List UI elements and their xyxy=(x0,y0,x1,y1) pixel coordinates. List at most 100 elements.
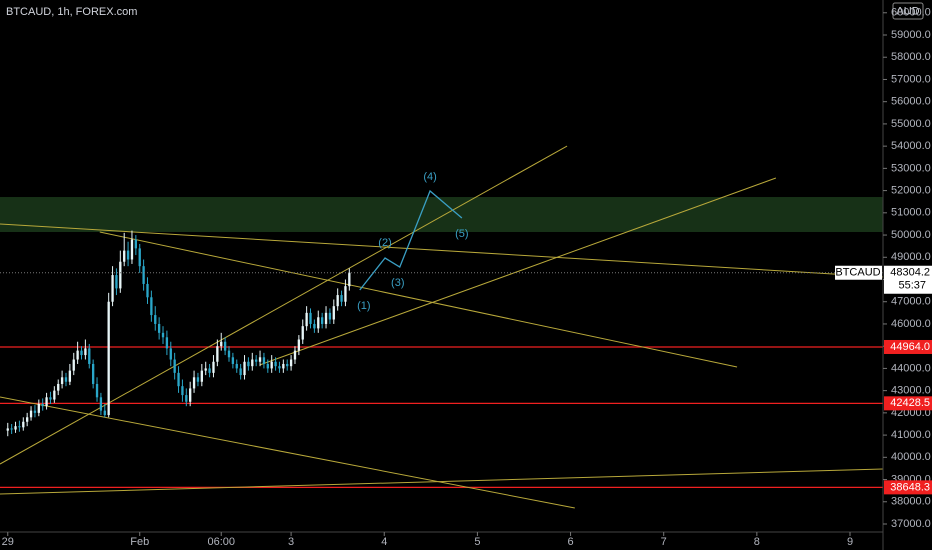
x-tick-label: 8 xyxy=(754,536,760,548)
level-label: 42428.5 xyxy=(890,397,930,409)
currency-label: AUD xyxy=(896,5,919,17)
candle-body xyxy=(91,363,95,384)
candle-body xyxy=(258,357,262,362)
currency-box[interactable] xyxy=(892,2,924,20)
candle-body xyxy=(126,250,130,260)
candle-body xyxy=(14,426,17,430)
candle-body xyxy=(64,377,68,382)
candle-body xyxy=(247,361,250,367)
candle-body xyxy=(293,350,297,360)
candle-body xyxy=(18,426,21,428)
candle-body xyxy=(196,377,200,382)
y-tick-label: 53000.0 xyxy=(891,162,931,174)
candle-body xyxy=(208,368,211,373)
candle-body xyxy=(33,410,37,413)
x-tick-label: 06:00 xyxy=(207,536,235,548)
candle-body xyxy=(340,295,343,302)
candle-body xyxy=(68,370,72,382)
y-tick-label: 58000.0 xyxy=(891,51,931,63)
candle-body xyxy=(138,248,141,267)
candle-body xyxy=(286,363,289,367)
candle-body xyxy=(123,250,126,262)
candle-body xyxy=(150,297,153,316)
y-tick-label: 59000.0 xyxy=(891,29,931,41)
zone xyxy=(0,197,883,233)
candle-body xyxy=(142,266,145,284)
trend-line xyxy=(0,223,884,278)
countdown: 55:37 xyxy=(898,280,926,292)
candle-body xyxy=(239,368,242,376)
candle-body xyxy=(177,372,180,387)
x-tick-label: 9 xyxy=(847,536,853,548)
candle-body xyxy=(332,306,335,320)
wave-label: (2) xyxy=(378,237,391,249)
x-tick-label: 29 xyxy=(2,536,14,548)
candle-body xyxy=(348,272,351,287)
y-tick-label: 43000.0 xyxy=(891,385,931,397)
candle-body xyxy=(231,357,235,364)
candle-body xyxy=(301,326,304,340)
candle-body xyxy=(165,337,169,349)
x-tick-label: Feb xyxy=(130,536,149,548)
candle-body xyxy=(130,239,134,260)
candle-body xyxy=(185,395,188,402)
y-tick-label: 50000.0 xyxy=(891,229,931,241)
candle-body xyxy=(328,312,332,320)
candle-body xyxy=(282,363,285,369)
candle-body xyxy=(157,323,161,333)
candle-body xyxy=(173,359,176,373)
candle-body xyxy=(41,403,44,407)
candle-body xyxy=(255,359,258,362)
last-price: 48304.2 xyxy=(890,267,930,279)
candle-body xyxy=(216,346,219,362)
wave-label: (4) xyxy=(423,171,436,183)
y-tick-label: 56000.0 xyxy=(891,96,931,108)
y-tick-label: 52000.0 xyxy=(891,185,931,197)
candle-body xyxy=(266,363,269,369)
candle-body xyxy=(192,377,196,389)
candle-body xyxy=(223,341,227,351)
y-tick-label: 55000.0 xyxy=(891,118,931,130)
wave-label: (3) xyxy=(391,277,404,289)
y-tick-label: 57000.0 xyxy=(891,73,931,85)
candle-body xyxy=(317,317,320,329)
trend-line xyxy=(259,177,777,366)
candle-body xyxy=(154,315,157,324)
candle-body xyxy=(134,239,138,249)
candle-body xyxy=(270,361,273,369)
last-name: BTCAUD xyxy=(835,267,880,279)
x-tick-label: 6 xyxy=(567,536,573,548)
y-tick-label: 37000.0 xyxy=(891,518,931,530)
trend-line xyxy=(0,145,568,465)
candle-body xyxy=(181,386,184,396)
candle-body xyxy=(6,428,9,431)
candle-body xyxy=(107,301,110,416)
level-tag xyxy=(884,339,932,354)
candle-body xyxy=(72,359,75,371)
level-tag xyxy=(884,480,932,495)
candle-body xyxy=(305,312,308,327)
candle-body xyxy=(344,286,347,302)
candle-body xyxy=(262,357,266,364)
candle-body xyxy=(324,312,328,324)
candle-body xyxy=(146,283,149,298)
candle-body xyxy=(49,397,52,400)
candle-body xyxy=(289,359,293,367)
wave-path xyxy=(359,189,463,291)
y-tick-label: 46000.0 xyxy=(891,318,931,330)
y-tick-label: 60000.0 xyxy=(891,7,931,19)
candle-body xyxy=(161,332,165,338)
candle-body xyxy=(45,397,48,407)
candle-body xyxy=(243,361,246,376)
candle-body xyxy=(99,397,103,411)
candle-body xyxy=(57,383,60,391)
candle-body xyxy=(212,361,215,373)
candle-body xyxy=(278,366,281,369)
candle-body xyxy=(111,275,114,302)
level-label: 44964.0 xyxy=(890,341,930,353)
x-tick-label: 4 xyxy=(381,536,387,548)
y-tick-label: 54000.0 xyxy=(891,140,931,152)
candle-body xyxy=(189,388,192,402)
trend-line xyxy=(0,468,884,495)
level-label: 38648.3 xyxy=(890,481,930,493)
